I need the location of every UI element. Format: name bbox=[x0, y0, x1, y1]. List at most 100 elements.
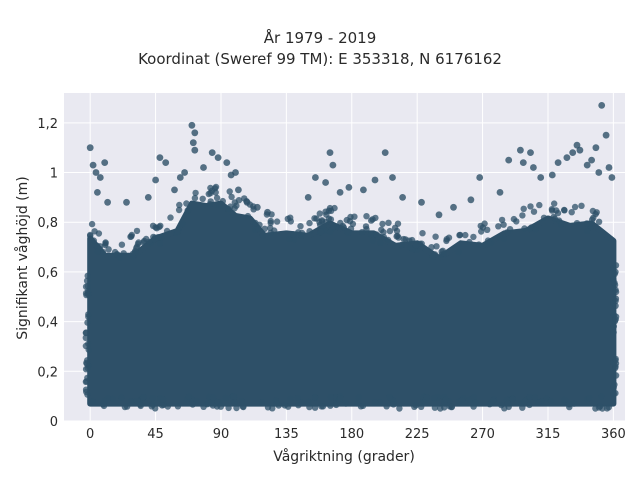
scatter-point bbox=[547, 397, 555, 405]
scatter-point bbox=[82, 329, 90, 337]
scatter-point bbox=[455, 249, 462, 256]
scatter-point bbox=[189, 401, 196, 408]
scatter-point bbox=[290, 231, 297, 238]
outlier-point bbox=[517, 146, 524, 154]
scatter-point bbox=[573, 220, 581, 227]
outlier-point bbox=[602, 131, 610, 139]
scatter-point bbox=[199, 195, 206, 202]
x-tick-label: 180 bbox=[339, 427, 364, 442]
outlier-point bbox=[418, 198, 425, 206]
scatter-point bbox=[390, 401, 397, 408]
scatter-point bbox=[84, 374, 91, 382]
scatter-point bbox=[287, 395, 294, 402]
x-tick-label: 270 bbox=[470, 427, 495, 442]
scatter-point bbox=[423, 393, 430, 401]
outlier-point bbox=[123, 198, 130, 206]
scatter-point bbox=[83, 360, 91, 367]
outlier-point bbox=[200, 164, 207, 171]
outlier-point bbox=[592, 144, 600, 152]
scatter-point bbox=[612, 360, 620, 367]
scatter-point bbox=[530, 208, 538, 215]
scatter-point bbox=[318, 217, 326, 224]
outlier-point bbox=[371, 176, 379, 184]
scatter-point bbox=[500, 235, 507, 242]
scatter-point bbox=[551, 215, 559, 222]
outlier-point bbox=[223, 159, 231, 167]
scatter-point bbox=[363, 213, 370, 220]
scatter-point bbox=[311, 393, 319, 401]
scatter-point bbox=[84, 272, 91, 279]
scatter-point bbox=[603, 405, 611, 412]
scatter-point bbox=[228, 193, 235, 201]
scatter-point bbox=[462, 231, 469, 239]
scatter-point bbox=[612, 316, 619, 323]
scatter-point bbox=[207, 399, 215, 406]
scatter-point bbox=[611, 270, 618, 277]
scatter-point bbox=[400, 235, 407, 243]
outlier-point bbox=[605, 164, 613, 171]
scatter-point bbox=[261, 225, 268, 232]
scatter-point bbox=[551, 200, 558, 207]
outlier-point bbox=[253, 203, 261, 211]
scatter-point bbox=[362, 223, 370, 230]
scatter-point bbox=[428, 244, 435, 251]
outlier-point bbox=[94, 189, 101, 196]
x-tick-label: 225 bbox=[405, 427, 430, 442]
scatter-point bbox=[267, 229, 274, 236]
scatter-point bbox=[380, 233, 388, 241]
outlier-point bbox=[336, 189, 344, 196]
outlier-point bbox=[89, 161, 97, 169]
scatter-point bbox=[466, 238, 473, 246]
scatter-point bbox=[458, 397, 466, 404]
x-tick-label: 45 bbox=[147, 427, 164, 442]
scatter-point bbox=[379, 220, 386, 228]
scatter-point bbox=[433, 243, 440, 250]
scatter-point bbox=[568, 209, 575, 216]
scatter-point bbox=[566, 401, 573, 408]
scatter-point bbox=[437, 405, 444, 412]
outlier-point bbox=[576, 146, 584, 154]
scatter-point bbox=[396, 405, 403, 412]
scatter-point bbox=[477, 222, 484, 230]
scatter-point bbox=[532, 226, 539, 233]
scatter-point bbox=[210, 394, 217, 401]
x-tick-label: 135 bbox=[274, 427, 299, 442]
scatter-point bbox=[133, 397, 141, 404]
scatter-point bbox=[244, 212, 252, 220]
scatter-point bbox=[231, 205, 238, 212]
scatter-point bbox=[118, 394, 125, 401]
outlier-point bbox=[326, 149, 334, 157]
scatter-point bbox=[238, 397, 245, 405]
scatter-point bbox=[586, 394, 593, 401]
scatter-point bbox=[156, 240, 164, 247]
outlier-point bbox=[608, 174, 616, 181]
y-axis-label: Signifikant våghöjd (m) bbox=[14, 176, 31, 339]
scatter-point bbox=[578, 202, 585, 209]
scatter-point bbox=[152, 405, 159, 412]
scatter-point bbox=[337, 395, 344, 402]
scatter-point bbox=[344, 228, 351, 235]
scatter-point bbox=[318, 403, 325, 410]
outlier-point bbox=[243, 198, 251, 206]
outlier-point bbox=[329, 161, 337, 169]
scatter-point bbox=[163, 227, 171, 235]
outlier-point bbox=[598, 102, 606, 109]
scatter-point bbox=[94, 248, 101, 255]
scatter-point bbox=[472, 399, 479, 406]
scatter-point bbox=[127, 233, 134, 240]
x-tick-label: 315 bbox=[536, 427, 561, 442]
outlier-point bbox=[435, 211, 443, 219]
scatter-point bbox=[612, 288, 620, 296]
scatter-point bbox=[281, 402, 288, 409]
outlier-point bbox=[569, 149, 577, 157]
scatter-point bbox=[431, 404, 439, 411]
scatter-point bbox=[369, 237, 377, 244]
outlier-point bbox=[548, 171, 556, 179]
outlier-point bbox=[530, 164, 537, 171]
y-tick-label: 0,4 bbox=[37, 316, 58, 331]
scatter-point bbox=[611, 279, 618, 286]
outlier-point bbox=[345, 184, 353, 191]
scatter-point bbox=[317, 228, 325, 236]
scatter-point bbox=[521, 225, 528, 232]
